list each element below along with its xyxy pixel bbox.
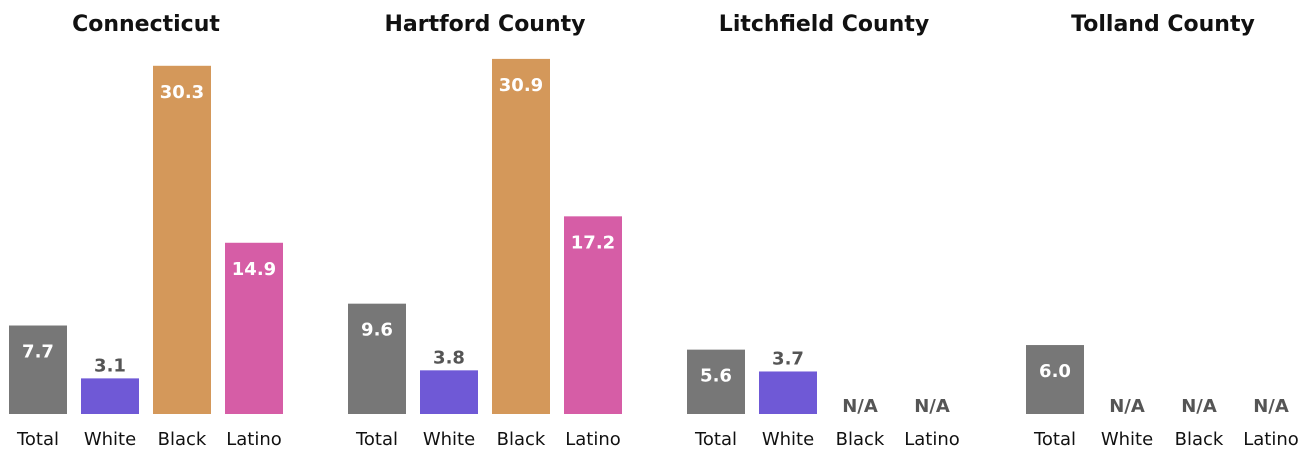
bar-white — [81, 378, 139, 414]
bar-latino — [225, 242, 283, 414]
bar-value-label: 30.3 — [160, 82, 204, 103]
category-label-white: White — [762, 429, 814, 446]
category-label-latino: Latino — [565, 429, 621, 446]
category-label-total: Total — [1033, 429, 1076, 446]
category-label-latino: Latino — [1243, 429, 1299, 446]
bar-value-label: 7.7 — [22, 342, 54, 363]
bar-total — [9, 325, 67, 414]
chart-panel-connecticut: Connecticut 7.7 Total 3.1 White 30.3 Black 14.9… — [9, 12, 283, 450]
bar-value-label: 5.6 — [700, 366, 732, 387]
category-label-black: Black — [836, 429, 885, 446]
panel-title: Hartford County — [384, 12, 585, 37]
bar-latino — [564, 216, 622, 414]
category-label-black: Black — [1175, 429, 1224, 446]
panel-title: Connecticut — [72, 12, 220, 37]
chart-panel-litchfield-county: Litchfield County 5.6 Total 3.7 White N/A Blac… — [687, 12, 960, 450]
category-label-white: White — [84, 429, 136, 446]
bar-value-label: 30.9 — [499, 75, 543, 96]
bar-black — [492, 58, 550, 415]
chart-panel-hartford-county: Hartford County 9.6 Total 3.8 White 30.9 Black… — [348, 12, 622, 450]
panel-title: Litchfield County — [719, 12, 929, 37]
category-label-black: Black — [158, 429, 207, 446]
bar-value-label: 3.7 — [772, 348, 804, 369]
na-label: N/A — [1253, 396, 1289, 417]
category-label-black: Black — [497, 429, 546, 446]
category-label-total: Total — [694, 429, 737, 446]
na-label: N/A — [1181, 396, 1217, 417]
bar-white — [420, 370, 478, 414]
bar-value-label: 17.2 — [571, 232, 615, 253]
bar-white — [759, 371, 817, 414]
bar-total — [348, 303, 406, 414]
panel-title: Tolland County — [1071, 12, 1255, 37]
bar-value-label: 14.9 — [232, 259, 276, 280]
bar-value-label: 9.6 — [361, 320, 393, 341]
category-label-white: White — [423, 429, 475, 446]
bar-black — [153, 65, 211, 415]
bar-value-label: 6.0 — [1039, 361, 1071, 382]
category-label-total: Total — [16, 429, 59, 446]
na-label: N/A — [1109, 396, 1145, 417]
bar-value-label: 3.1 — [94, 355, 126, 376]
na-label: N/A — [914, 396, 950, 417]
bar-value-label: 3.8 — [433, 347, 465, 368]
category-label-latino: Latino — [226, 429, 282, 446]
bar-total — [687, 349, 745, 414]
bar-total — [1026, 345, 1084, 414]
category-label-total: Total — [355, 429, 398, 446]
category-label-white: White — [1101, 429, 1153, 446]
chart-panel-tolland-county: Tolland County 6.0 Total N/A White N/A Black N/… — [1026, 12, 1299, 450]
na-label: N/A — [842, 396, 878, 417]
category-label-latino: Latino — [904, 429, 960, 446]
